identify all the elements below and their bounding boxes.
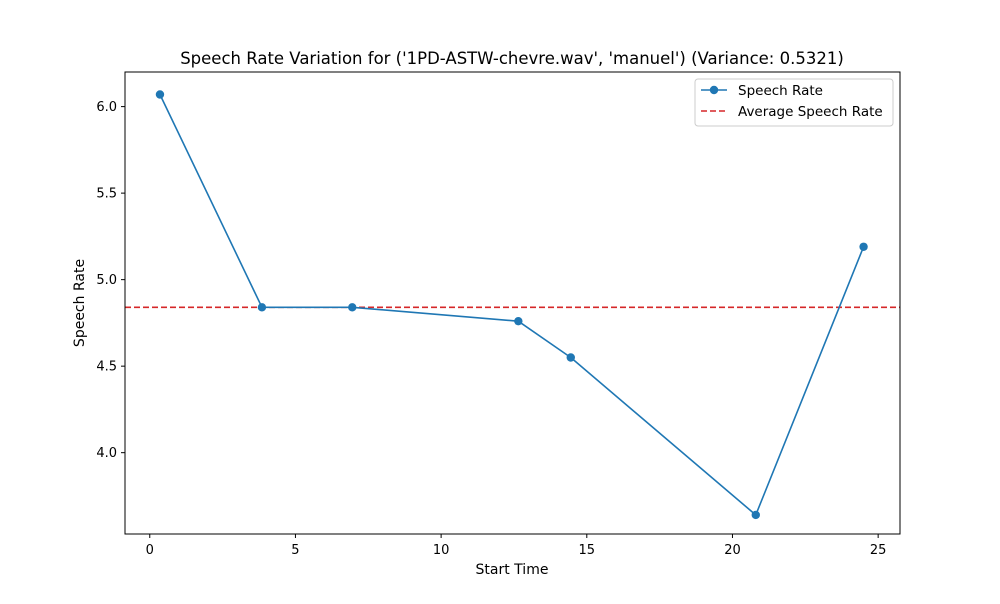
legend-speech-rate-label: Speech Rate: [738, 83, 823, 99]
chart-title: Speech Rate Variation for ('1PD-ASTW-che…: [180, 49, 844, 68]
plot-area: 0 5 10 15 20 25 4.0 4.5 5.0 5.5 6.0: [96, 71, 901, 558]
y-tick-label: 4.5: [96, 360, 117, 375]
x-tick-label: 20: [724, 543, 741, 558]
x-axis-label: Start Time: [476, 562, 549, 578]
x-tick-label: 5: [291, 543, 299, 558]
plot-frame: [124, 71, 901, 535]
y-tick-label: 5.0: [96, 273, 117, 288]
data-point: [566, 353, 575, 362]
data-point: [155, 90, 165, 99]
data-point: [348, 303, 357, 312]
data-point: [257, 303, 267, 312]
legend-speech-rate-marker: [709, 85, 719, 95]
x-tick-label: 10: [433, 543, 450, 558]
x-tick-label: 25: [870, 543, 887, 558]
y-axis-label: Speech Rate: [72, 259, 88, 347]
x-tick-label: 15: [579, 543, 596, 558]
legend: Speech Rate Average Speech Rate: [694, 78, 894, 127]
data-point: [751, 510, 760, 520]
x-tick-label: 0: [146, 543, 154, 558]
data-point: [514, 316, 523, 326]
y-tick-label: 4.0: [96, 446, 117, 461]
y-tick-label: 5.5: [96, 187, 117, 202]
legend-average-label: Average Speech Rate: [738, 104, 883, 120]
y-tick-label: 6.0: [96, 100, 117, 115]
legend-box: [694, 78, 894, 127]
data-point: [859, 242, 868, 251]
